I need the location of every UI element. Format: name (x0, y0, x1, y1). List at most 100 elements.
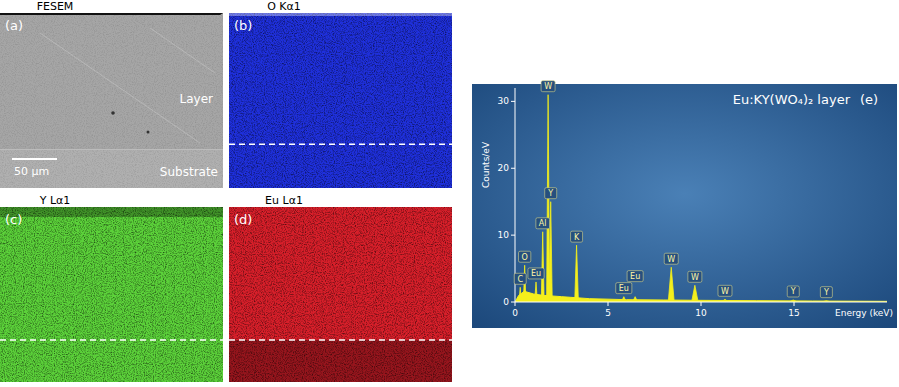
panel: O Kα1(b) (229, 0, 452, 188)
peak-tag-box (571, 231, 583, 242)
panel: Eu Lα1(d) (229, 194, 452, 382)
peak-tag-box (787, 286, 799, 297)
pore (147, 131, 150, 134)
x-tick-label: 10 (695, 308, 707, 318)
y-tick-label: 20 (498, 163, 510, 173)
texture (229, 13, 452, 188)
peak-tag: Y (787, 286, 799, 297)
peak (549, 202, 552, 302)
peak-tag: Eu (616, 283, 632, 294)
panel: Y Lα1(c) (0, 194, 223, 382)
panel-image (0, 207, 223, 382)
background (0, 13, 223, 188)
x-tick-label: 0 (512, 308, 518, 318)
x-tick-label: 5 (605, 308, 611, 318)
y-tick (511, 235, 515, 236)
marks (515, 95, 887, 302)
y-tick (511, 101, 515, 102)
peak-tag: Y (545, 188, 557, 199)
y-tick-label: 10 (498, 230, 510, 240)
peak-tag-box (718, 285, 732, 296)
peak-tag-box (545, 188, 557, 199)
peak-tag: Eu (528, 268, 544, 279)
peak-tag-box (528, 268, 544, 279)
peak (535, 282, 538, 302)
peak (575, 245, 579, 302)
peak-tag-box (688, 271, 702, 282)
peak-label: W (691, 273, 699, 282)
figure: FESEMLayerSubstrate50 µm(a)O Kα1(b)Y Lα1… (0, 0, 899, 387)
panel-label: (e) (860, 92, 878, 107)
panel-label: (d) (234, 212, 252, 227)
peak-label: Eu (619, 284, 629, 293)
peak-label: Al (539, 219, 547, 228)
interface (0, 149, 223, 150)
peak (541, 232, 544, 302)
x-axis-title: Energy (keV) (835, 308, 893, 318)
peak-tag: Eu (627, 271, 643, 282)
y-tick (511, 302, 515, 303)
panel-label: (c) (5, 212, 22, 227)
scale-bar (12, 158, 57, 160)
panel-image (0, 13, 223, 188)
x-tick-label: 15 (788, 308, 799, 318)
spectrum-panel: 0 10 20 30 0 5 10 15 Energy (keV) Counts/eV Eu:KY(… (472, 81, 897, 328)
peak-label: W (544, 82, 552, 91)
peak-tag: W (664, 253, 678, 264)
peak (621, 297, 626, 302)
peak-tag: O (519, 251, 531, 262)
region-label: Layer (180, 92, 214, 106)
edge-band (229, 13, 452, 16)
peak-tag: K (571, 231, 583, 242)
substrate (229, 340, 452, 382)
interface-line (229, 339, 452, 341)
peak-tag-box (664, 253, 678, 264)
panel-label: (b) (234, 18, 252, 33)
y-tick-label: 30 (498, 96, 510, 106)
region-label: Substrate (160, 165, 218, 179)
y-axis-title: Counts/eV (481, 141, 491, 188)
y-tick-label: 0 (503, 297, 509, 307)
peak-tag: W (541, 81, 555, 92)
panel-label: (a) (5, 18, 23, 33)
surface-edge (0, 13, 223, 15)
peak-label: C (517, 275, 523, 284)
panel-image (229, 13, 452, 188)
peak-tag: W (718, 285, 732, 296)
x-tick (608, 302, 609, 306)
x-tick (794, 302, 795, 306)
peak-tag: Al (536, 218, 550, 229)
peak-labels: COEuAlWYKEuEuWWWYY (514, 81, 832, 298)
peak-label: Y (823, 288, 829, 297)
background (229, 207, 452, 382)
chart-title: Eu:KY(WO₄)₂ layer (733, 92, 851, 107)
peak-tag: C (514, 273, 526, 284)
peak-tag-box (820, 287, 832, 298)
peak-label: Y (547, 189, 553, 198)
peak-tag-box (519, 251, 531, 262)
y-tick (511, 168, 515, 169)
interface-line (229, 144, 452, 146)
peak (692, 285, 699, 302)
peak-label: W (721, 287, 729, 296)
peak-label: K (574, 233, 580, 242)
peak-tag-box (616, 283, 632, 294)
peak-tag-box (541, 81, 555, 92)
peak-tag: W (688, 271, 702, 282)
peak-tag-box (627, 271, 643, 282)
panel: FESEMLayerSubstrate50 µm(a) (0, 0, 223, 188)
edge-band (0, 207, 223, 217)
peak (668, 267, 674, 302)
peak-tag-box (514, 273, 526, 284)
peak-tag: Y (820, 287, 832, 298)
panel-image (229, 207, 452, 382)
panel-background (472, 84, 897, 328)
background (229, 13, 452, 188)
y-axis (515, 88, 516, 302)
peak-label: Eu (630, 272, 640, 281)
peak-label: W (667, 255, 675, 264)
scratch (150, 28, 215, 73)
peak-tag-box (536, 218, 550, 229)
peak-label: Y (790, 287, 796, 296)
texture (0, 13, 223, 188)
